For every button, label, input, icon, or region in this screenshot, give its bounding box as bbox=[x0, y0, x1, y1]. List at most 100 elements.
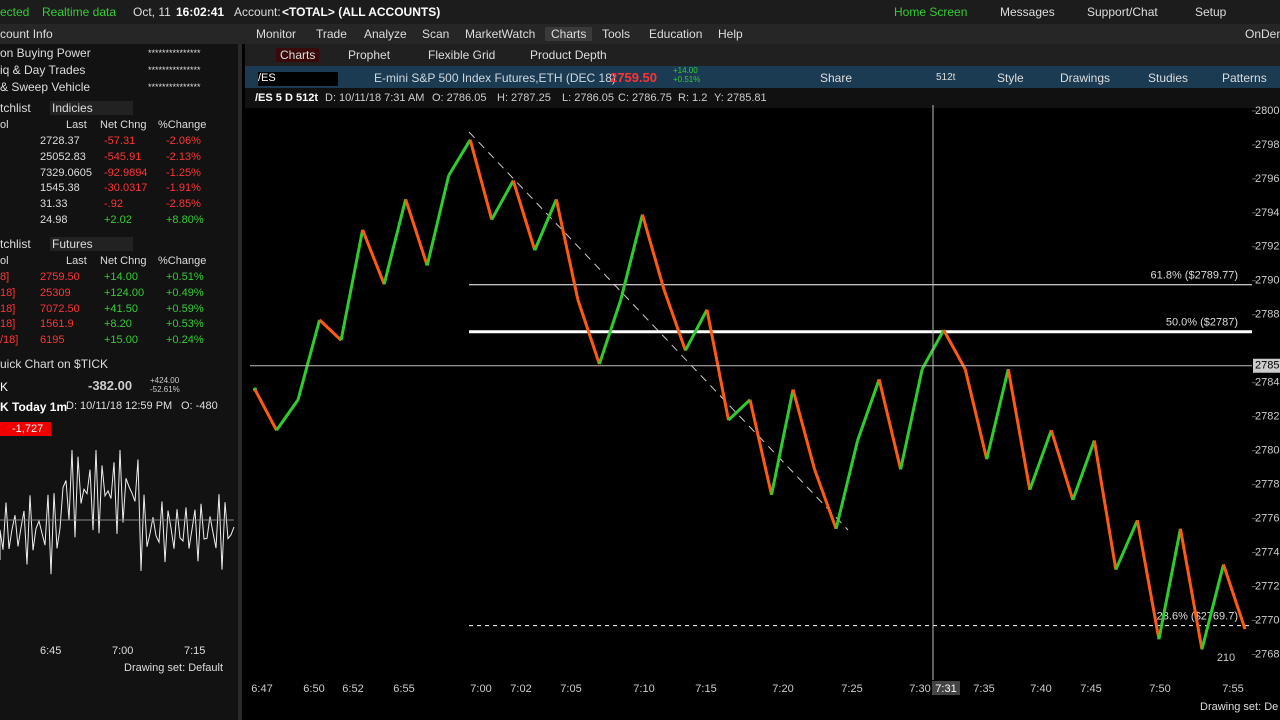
y-tick-label: 2790 bbox=[1255, 275, 1279, 287]
fib-label: 61.8% ($2789.77) bbox=[1151, 270, 1238, 282]
menu-item[interactable]: Charts bbox=[545, 27, 593, 41]
watchlist-cell: -2.13% bbox=[166, 150, 201, 163]
price-segment bbox=[963, 368, 989, 460]
menu-item[interactable]: Help bbox=[718, 27, 743, 41]
subtab-bar bbox=[245, 44, 1280, 66]
menu-bar bbox=[0, 24, 1280, 44]
on-demand[interactable]: OnDem bbox=[1245, 27, 1280, 41]
menu-item[interactable]: Monitor bbox=[256, 27, 297, 41]
column-header: Net Chng bbox=[100, 119, 147, 131]
watchlist-name[interactable]: Indicies bbox=[50, 101, 133, 115]
menu-item[interactable]: Scan bbox=[422, 27, 450, 41]
price-segment bbox=[619, 214, 644, 300]
quick-symbol: K bbox=[0, 380, 9, 394]
price-segment bbox=[877, 378, 903, 470]
watchlist-cell: +0.53% bbox=[166, 318, 204, 331]
price-segment bbox=[275, 398, 300, 432]
toolbar-button[interactable]: Studies bbox=[1148, 71, 1189, 85]
price-segment bbox=[339, 229, 365, 341]
subtab[interactable]: Prophet bbox=[348, 48, 391, 62]
price-segment bbox=[576, 299, 601, 365]
watchlist-cell: +14.00 bbox=[104, 271, 138, 283]
top-link[interactable]: Setup bbox=[1195, 5, 1227, 19]
watchlist-title: tchlist bbox=[0, 101, 31, 115]
drawing-set[interactable]: Drawing set: Default bbox=[124, 662, 224, 674]
menu-item[interactable]: Education bbox=[649, 27, 703, 41]
account: <TOTAL> (ALL ACCOUNTS) bbox=[282, 5, 441, 19]
menu-item[interactable]: Tools bbox=[602, 27, 631, 41]
column-header: Last bbox=[66, 255, 87, 267]
ohlc-info: Y: 2785.81 bbox=[714, 92, 767, 104]
watchlist-cell: 1561.9 bbox=[40, 318, 74, 331]
watchlist-cell: +8.20 bbox=[104, 318, 132, 331]
y-tick-label: 2794 bbox=[1255, 207, 1279, 219]
ohlc-info: D: 10/11/18 7:31 AM bbox=[325, 92, 425, 104]
price-segment bbox=[1135, 520, 1161, 640]
y-tick-label: 2774 bbox=[1255, 547, 1279, 559]
toolbar-button[interactable]: Drawings bbox=[1060, 71, 1111, 85]
subtab[interactable]: Product Depth bbox=[530, 48, 607, 62]
quick-open: O: -480 bbox=[181, 400, 218, 412]
ohlc-info: L: 2786.05 bbox=[562, 92, 614, 104]
crosshair-price: 2785 bbox=[1255, 360, 1279, 372]
menu-item[interactable]: MarketWatch bbox=[465, 27, 536, 41]
price-segment bbox=[361, 229, 386, 285]
watchlist-cell: /18] bbox=[0, 334, 19, 347]
price-segment bbox=[1178, 528, 1204, 650]
x-tick-label: 7:20 bbox=[772, 683, 793, 695]
price-segment bbox=[834, 440, 860, 530]
trendline bbox=[468, 131, 849, 531]
price-segment bbox=[791, 389, 817, 470]
watchlist-cell: 6195 bbox=[40, 334, 65, 347]
price-segment bbox=[382, 198, 408, 285]
aggregation[interactable]: 512t bbox=[936, 72, 956, 83]
net-change: +14.00 bbox=[673, 66, 698, 75]
x-tick-label: 7:50 bbox=[1149, 683, 1170, 695]
watchlist-name[interactable]: Futures bbox=[50, 237, 133, 251]
watchlist-cell: 2728.37 bbox=[40, 135, 80, 147]
toolbar-button[interactable]: Patterns bbox=[1222, 71, 1267, 85]
price-segment bbox=[1114, 519, 1139, 571]
watchlist-cell: 18] bbox=[0, 286, 16, 299]
price-segment bbox=[942, 329, 967, 370]
watchlist-cell: 25052.83 bbox=[40, 150, 86, 163]
price-segment bbox=[813, 468, 838, 530]
crosshair-time-box bbox=[932, 681, 960, 695]
symbol-bar bbox=[245, 66, 1280, 88]
watchlist-cell: +0.51% bbox=[166, 271, 204, 283]
price-segment bbox=[1071, 439, 1096, 501]
price-segment bbox=[727, 398, 752, 422]
toolbar-button[interactable]: Style bbox=[997, 71, 1024, 85]
watchlist-cell: +0.59% bbox=[166, 302, 204, 315]
watchlist-cell: 2759.50 bbox=[40, 271, 80, 283]
symbol-input[interactable]: /ES bbox=[258, 72, 338, 86]
y-tick-label: 2778 bbox=[1255, 479, 1279, 491]
ohlc-info: C: 2786.75 bbox=[618, 92, 672, 104]
watchlist-cell: +0.49% bbox=[166, 286, 204, 299]
watchlist-cell: 24.98 bbox=[40, 214, 68, 226]
watchlist-cell: 18] bbox=[0, 318, 16, 331]
price-segment bbox=[318, 318, 343, 342]
x-tick-label: 7:40 bbox=[1030, 683, 1051, 695]
crosshair-time: 7:31 bbox=[935, 683, 956, 695]
panel-title: count Info bbox=[0, 27, 53, 41]
top-link[interactable]: Messages bbox=[1000, 5, 1055, 19]
top-link[interactable]: Home Screen bbox=[894, 5, 968, 19]
top-link[interactable]: Support/Chat bbox=[1087, 5, 1158, 19]
fib-label: 50.0% ($2787) bbox=[1166, 317, 1238, 329]
watchlist-cell: -57.31 bbox=[104, 135, 136, 147]
ohlc-info: R: 1.2 bbox=[678, 92, 708, 104]
menu-item[interactable]: Trade bbox=[316, 27, 347, 41]
watchlist-cell: -2.06% bbox=[166, 135, 201, 147]
x-tick-label: 7:25 bbox=[841, 683, 862, 695]
x-tick-label: 7:45 bbox=[1080, 683, 1101, 695]
share-button[interactable]: Share bbox=[820, 71, 853, 85]
subtab[interactable]: Flexible Grid bbox=[428, 48, 496, 62]
subtab[interactable]: Charts bbox=[276, 48, 320, 62]
x-tick-label: 6:47 bbox=[251, 683, 272, 695]
price-segment bbox=[1200, 564, 1225, 650]
column-header: ol bbox=[0, 119, 9, 131]
menu-item[interactable]: Analyze bbox=[364, 27, 407, 41]
price-segment bbox=[1006, 368, 1032, 491]
